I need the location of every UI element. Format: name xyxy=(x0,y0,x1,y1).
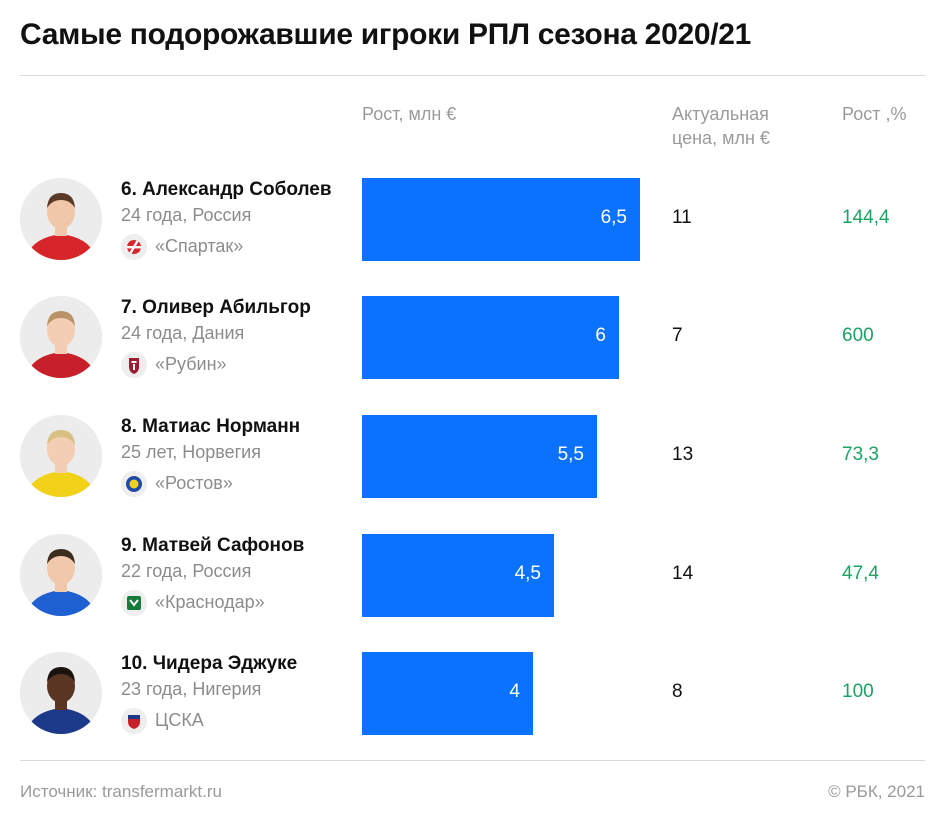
player-age-country: 25 лет, Норвегия xyxy=(121,442,261,462)
chart-title: Самые подорожавшие игроки РПЛ сезона 202… xyxy=(20,18,752,51)
cska-logo-icon xyxy=(121,708,147,734)
growth-percent: 100 xyxy=(842,681,874,702)
player-photo xyxy=(20,296,102,378)
player-row: 10. Чидера Эджуке 23 года, Нигерия ЦСКА 4 8 1… xyxy=(0,652,945,752)
growth-bar-label: 4 xyxy=(509,681,520,702)
player-name: 10. Чидера Эджуке xyxy=(121,653,298,674)
rubin-logo-icon xyxy=(121,352,147,378)
club-name: «Спартак» xyxy=(155,236,244,256)
growth-bar xyxy=(362,652,533,735)
growth-bar xyxy=(362,178,640,261)
column-header-price: Актуальная цена, млн € xyxy=(672,102,812,150)
player-name: 7. Оливер Абильгор xyxy=(121,297,311,318)
column-header-growth: Рост, млн € xyxy=(362,104,457,124)
current-price: 8 xyxy=(672,681,683,702)
player-row: 8. Матиас Норманн 25 лет, Норвегия «Ростов… xyxy=(0,415,945,515)
growth-percent: 144,4 xyxy=(842,207,890,228)
player-row: 6. Александр Соболев 24 года, Россия «Спар… xyxy=(0,178,945,278)
column-header-percent: Рост ,% xyxy=(842,104,907,124)
player-photo xyxy=(20,178,102,260)
player-name: 9. Матвей Сафонов xyxy=(121,535,305,556)
growth-bar-label: 4,5 xyxy=(514,563,541,584)
bottom-divider xyxy=(20,760,925,761)
spartak-logo-icon xyxy=(121,234,147,260)
player-photo xyxy=(20,652,102,734)
growth-bar-label: 5,5 xyxy=(557,444,584,465)
growth-bar xyxy=(362,296,619,379)
club-name: ЦСКА xyxy=(155,710,204,730)
rostov-logo-icon xyxy=(121,471,147,497)
source-note: Источник: transfermarkt.ru xyxy=(20,782,222,801)
column-header-price-line2: цена, млн € xyxy=(672,128,770,148)
current-price: 13 xyxy=(672,444,694,465)
player-photo xyxy=(20,415,102,497)
krasnodar-logo-icon xyxy=(121,590,147,616)
club-name: «Рубин» xyxy=(155,354,227,374)
current-price: 11 xyxy=(672,207,692,228)
current-price: 14 xyxy=(672,563,694,584)
growth-percent: 47,4 xyxy=(842,563,879,584)
player-row: 9. Матвей Сафонов 22 года, Россия «Краснод… xyxy=(0,534,945,634)
player-age-country: 23 года, Нигерия xyxy=(121,679,262,699)
growth-percent: 73,3 xyxy=(842,444,879,465)
player-age-country: 24 года, Россия xyxy=(121,205,252,225)
player-name: 6. Александр Соболев xyxy=(121,179,332,200)
top-divider xyxy=(20,75,925,76)
growth-percent: 600 xyxy=(842,325,874,346)
growth-bar-label: 6,5 xyxy=(600,207,627,228)
player-age-country: 22 года, Россия xyxy=(121,561,252,581)
current-price: 7 xyxy=(672,325,683,346)
club-name: «Краснодар» xyxy=(155,592,265,612)
column-header-price-line1: Актуальная xyxy=(672,104,769,124)
player-age-country: 24 года, Дания xyxy=(121,323,245,343)
player-row: 7. Оливер Абильгор 24 года, Дания «Рубин» 6… xyxy=(0,296,945,396)
copyright-note: © РБК, 2021 xyxy=(828,782,925,801)
player-photo xyxy=(20,534,102,616)
player-name: 8. Матиас Норманн xyxy=(121,416,301,437)
club-name: «Ростов» xyxy=(155,473,233,493)
growth-bar xyxy=(362,534,554,617)
growth-bar xyxy=(362,415,597,498)
growth-bar-label: 6 xyxy=(595,325,606,346)
